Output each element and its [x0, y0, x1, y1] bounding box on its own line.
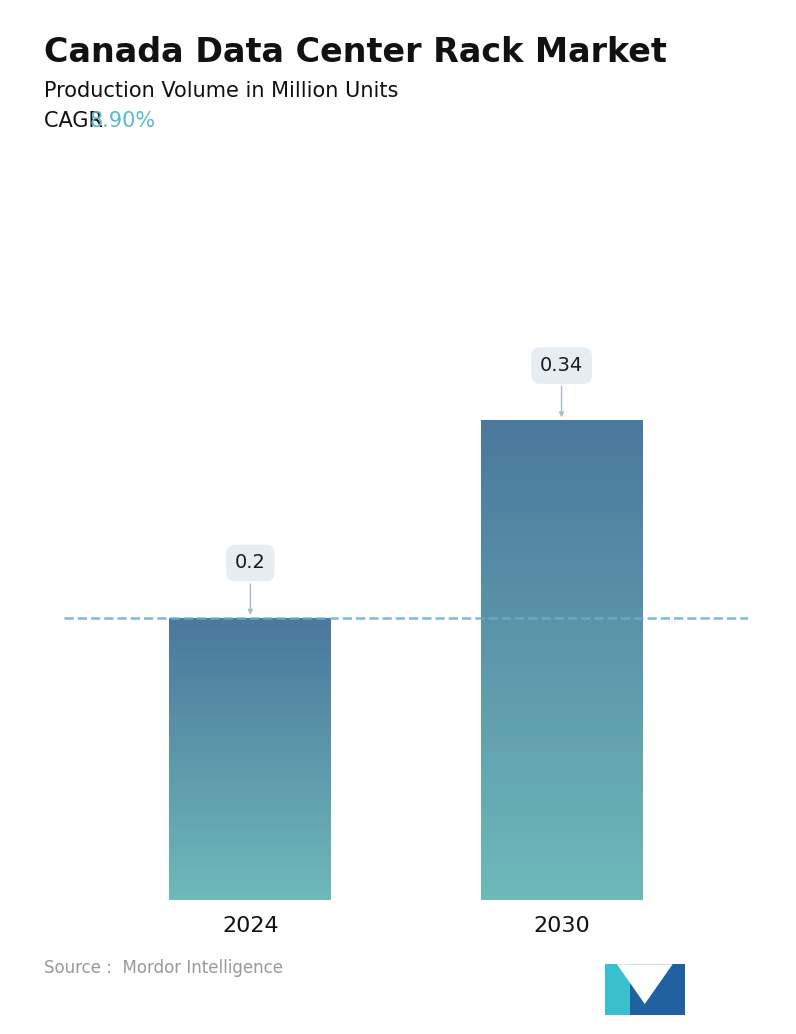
Text: CAGR: CAGR — [44, 111, 109, 130]
Text: 8.90%: 8.90% — [89, 111, 156, 130]
Text: Source :  Mordor Intelligence: Source : Mordor Intelligence — [44, 960, 283, 977]
Text: Production Volume in Million Units: Production Volume in Million Units — [44, 81, 398, 100]
Polygon shape — [630, 964, 685, 1015]
Polygon shape — [605, 964, 630, 1015]
Text: 0.2: 0.2 — [235, 553, 266, 613]
Text: Canada Data Center Rack Market: Canada Data Center Rack Market — [44, 36, 667, 69]
Text: 0.34: 0.34 — [540, 356, 583, 416]
Polygon shape — [617, 964, 673, 1004]
